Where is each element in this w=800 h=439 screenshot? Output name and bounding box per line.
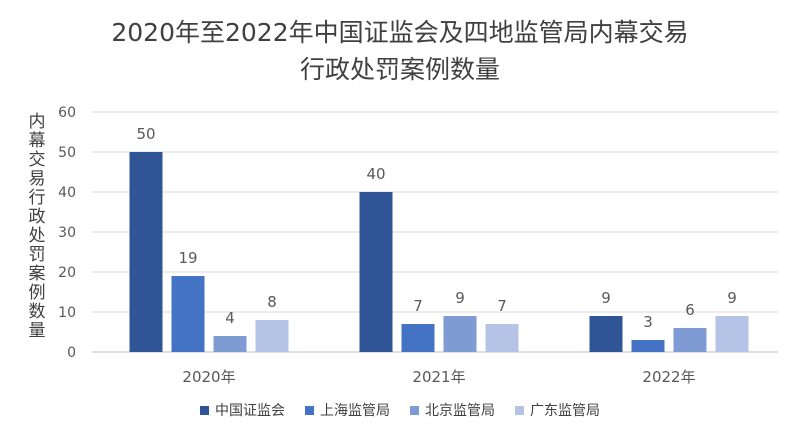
legend-swatch	[305, 405, 314, 415]
y-axis-label: 内幕交易行政处罚案例数量	[28, 112, 46, 341]
legend-label: 广东监管局	[530, 403, 600, 419]
y-tick-label: 60	[58, 105, 76, 121]
y-tick-label: 40	[58, 185, 76, 201]
legend-swatch	[410, 405, 419, 415]
legend-item: 上海监管局	[305, 400, 390, 420]
data-label: 50	[136, 125, 155, 143]
data-label: 3	[643, 313, 653, 331]
data-label: 9	[727, 289, 737, 307]
y-tick-labels: 0 10 20 30 40 50 60	[58, 105, 76, 361]
y-tick-label: 20	[58, 265, 76, 281]
legend-label: 上海监管局	[320, 403, 390, 419]
legend-item: 广东监管局	[515, 400, 600, 420]
bar	[673, 328, 707, 352]
chart-title-line-1: 2020年至2022年中国证监会及四地监管局内幕交易	[111, 18, 689, 47]
legend-label: 北京监管局	[425, 403, 495, 419]
data-label: 9	[601, 289, 611, 307]
x-tick-labels: 2020年 2021年 2022年	[182, 368, 695, 386]
data-label: 7	[413, 297, 423, 315]
bar	[171, 276, 205, 352]
bars	[129, 152, 749, 352]
legend: 中国证监会 上海监管局 北京监管局 广东监管局	[0, 400, 800, 420]
data-label: 9	[455, 289, 465, 307]
bar	[255, 320, 289, 352]
x-tick-label: 2020年	[182, 368, 235, 386]
y-tick-label: 30	[58, 225, 76, 241]
y-tick-label: 50	[58, 145, 76, 161]
value-labels: 50 19 4 8 40 7 9 7 9 3 6 9	[136, 125, 736, 331]
data-label: 6	[685, 301, 695, 319]
legend-item: 中国证监会	[200, 400, 285, 420]
bar	[631, 340, 665, 352]
data-label: 7	[497, 297, 507, 315]
y-tick-label: 0	[67, 345, 76, 361]
legend-swatch	[200, 405, 209, 415]
data-label: 40	[366, 165, 385, 183]
x-tick-label: 2021年	[412, 368, 465, 386]
bar	[213, 336, 247, 352]
bar	[715, 316, 749, 352]
bar	[589, 316, 623, 352]
bar	[443, 316, 477, 352]
y-tick-label: 10	[58, 305, 76, 321]
data-label: 4	[225, 309, 235, 327]
chart-title: 2020年至2022年中国证监会及四地监管局内幕交易 行政处罚案例数量	[0, 14, 800, 88]
x-tick-label: 2022年	[642, 368, 695, 386]
chart-title-line-2: 行政处罚案例数量	[299, 55, 500, 84]
bar	[129, 152, 163, 352]
data-label: 8	[267, 293, 277, 311]
legend-label: 中国证监会	[215, 403, 285, 419]
bar	[359, 192, 393, 352]
bar	[401, 324, 435, 352]
legend-item: 北京监管局	[410, 400, 495, 420]
data-label: 19	[178, 249, 197, 267]
legend-swatch	[515, 405, 524, 415]
bar	[485, 324, 519, 352]
